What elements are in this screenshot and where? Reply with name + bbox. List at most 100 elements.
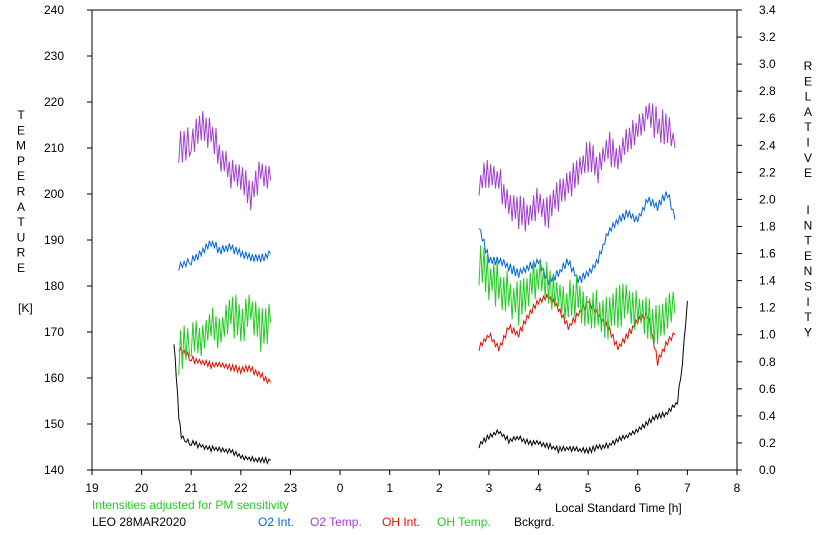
- series-trace: [178, 239, 272, 271]
- right-label-letter: T: [804, 310, 812, 324]
- series-trace: [178, 294, 272, 376]
- left-tick-label: 180: [44, 279, 64, 293]
- x-tick-label: 7: [684, 481, 691, 495]
- x-tick-label: 2: [436, 481, 443, 495]
- right-tick-label: 0.4: [759, 409, 776, 423]
- left-label-letter: A: [17, 200, 25, 214]
- right-label-letter: L: [805, 90, 812, 104]
- left-tick-label: 190: [44, 233, 64, 247]
- series-oh-int: [178, 293, 676, 385]
- series-trace: [178, 110, 272, 211]
- right-label-letter: N: [804, 264, 813, 278]
- left-label-letter: M: [16, 139, 26, 153]
- series-trace: [173, 344, 271, 465]
- left-label-letter: U: [17, 230, 26, 244]
- legend-item: O2 Temp.: [310, 515, 362, 529]
- right-label-letter: N: [804, 218, 813, 232]
- right-tick-label: 3.4: [759, 3, 776, 17]
- series-trace: [478, 245, 676, 344]
- left-label-letter: R: [17, 185, 26, 199]
- right-tick-label: 3.2: [759, 30, 776, 44]
- right-tick-label: 2.8: [759, 84, 776, 98]
- right-label-letter: Y: [804, 325, 812, 339]
- legend-item: O2 Int.: [258, 515, 294, 529]
- right-tick-label: 2.6: [759, 111, 776, 125]
- left-tick-label: 210: [44, 141, 64, 155]
- left-tick-label: 170: [44, 325, 64, 339]
- right-label-letter: R: [804, 59, 813, 73]
- station-date-label: LEO 28MAR2020: [92, 515, 186, 529]
- right-label-letter: T: [804, 234, 812, 248]
- x-tick-label: 1: [386, 481, 393, 495]
- right-tick-label: 2.0: [759, 192, 776, 206]
- right-tick-label: 2.4: [759, 138, 776, 152]
- left-label-letter: P: [17, 154, 25, 168]
- right-tick-label: 0.8: [759, 355, 776, 369]
- right-label-letter: I: [806, 295, 809, 309]
- legend-item: Bckgrd.: [514, 515, 555, 529]
- left-axis-unit: [K]: [18, 301, 33, 315]
- legend-item: OH Int.: [382, 515, 420, 529]
- x-tick-label: 21: [185, 481, 199, 495]
- x-tick-label: 8: [734, 481, 741, 495]
- pm-sensitivity-note: Intensities adjusted for PM sensitivity: [92, 498, 289, 512]
- right-tick-label: 1.6: [759, 247, 776, 261]
- x-tick-label: 5: [585, 481, 592, 495]
- series-o2-int: [178, 191, 676, 286]
- right-tick-label: 1.2: [759, 301, 776, 315]
- right-label-letter: A: [804, 105, 812, 119]
- plot-frame: [91, 9, 738, 471]
- right-axis-ticks: 0.0 0.2 0.4 0.6 0.8 1.0 1.2 1.4 1.6 1.8 2.0 2.2 2.4 2…: [737, 3, 776, 477]
- x-axis-label: Local Standard Time [h]: [555, 501, 682, 515]
- right-label-letter: S: [804, 280, 812, 294]
- left-tick-label: 140: [44, 463, 64, 477]
- x-tick-label: 19: [85, 481, 99, 495]
- series-layer: [173, 102, 688, 465]
- x-tick-label: 20: [135, 481, 149, 495]
- right-tick-label: 1.8: [759, 219, 776, 233]
- left-axis-ticks: 140 150 160 170 180 190 200 210 220 230 240: [44, 3, 92, 477]
- series-trace: [478, 300, 688, 456]
- right-label-letter: E: [804, 166, 812, 180]
- left-tick-label: 240: [44, 3, 64, 17]
- right-label-letter: V: [804, 151, 812, 165]
- right-tick-label: 0.6: [759, 382, 776, 396]
- right-tick-label: 1.0: [759, 328, 776, 342]
- left-tick-label: 220: [44, 95, 64, 109]
- right-tick-label: 1.4: [759, 274, 776, 288]
- left-label-letter: R: [17, 246, 26, 260]
- left-tick-label: 160: [44, 371, 64, 385]
- right-label-letter: E: [804, 74, 812, 88]
- series-oh-temp: [178, 245, 676, 376]
- x-tick-label: 6: [634, 481, 641, 495]
- left-label-letter: E: [17, 169, 25, 183]
- left-label-letter: T: [17, 215, 25, 229]
- x-tick-label: 4: [535, 481, 542, 495]
- right-tick-label: 2.2: [759, 165, 776, 179]
- x-tick-label: 23: [284, 481, 298, 495]
- left-label-letter: T: [17, 108, 25, 122]
- series-o2-temp: [178, 102, 676, 232]
- right-tick-label: 0.0: [759, 463, 776, 477]
- legend-item: OH Temp.: [437, 515, 491, 529]
- right-tick-label: 3.0: [759, 57, 776, 71]
- x-tick-label: 0: [337, 481, 344, 495]
- x-tick-label: 3: [486, 481, 493, 495]
- left-label-letter: E: [17, 123, 25, 137]
- right-label-letter: I: [806, 136, 809, 150]
- left-tick-label: 150: [44, 417, 64, 431]
- right-tick-label: 0.2: [759, 436, 776, 450]
- left-tick-label: 230: [44, 49, 64, 63]
- legend: O2 Int. O2 Temp. OH Int. OH Temp. Bckgrd.: [258, 515, 555, 529]
- right-label-letter: I: [806, 203, 809, 217]
- left-label-letter: E: [17, 261, 25, 275]
- right-label-letter: E: [804, 249, 812, 263]
- series-trace: [478, 102, 676, 232]
- series-bckgrd: [173, 300, 688, 465]
- x-tick-label: 22: [234, 481, 248, 495]
- left-tick-label: 200: [44, 187, 64, 201]
